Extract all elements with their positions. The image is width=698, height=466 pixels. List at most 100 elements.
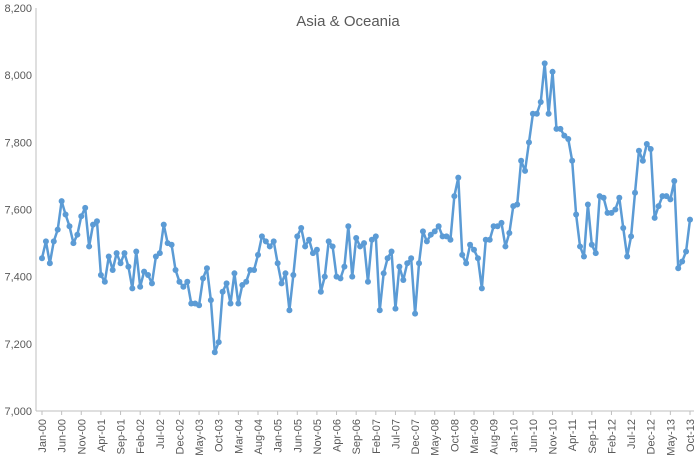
data-point <box>321 273 328 280</box>
x-tick-label: Nov-05 <box>312 419 324 454</box>
x-tick-label: Dec-02 <box>174 419 186 454</box>
x-tick-label: Dec-07 <box>410 419 422 454</box>
data-point <box>196 302 203 309</box>
data-point <box>573 211 580 218</box>
data-point <box>325 238 332 245</box>
data-point <box>39 255 45 262</box>
data-point <box>270 238 277 245</box>
data-point <box>396 263 403 270</box>
data-point <box>184 278 191 285</box>
data-point <box>577 243 584 250</box>
data-point <box>70 240 77 247</box>
data-point <box>620 224 627 231</box>
data-point <box>109 266 116 273</box>
data-point <box>380 270 387 277</box>
data-point <box>400 277 407 284</box>
data-point <box>82 204 89 211</box>
data-point <box>129 285 136 292</box>
data-point <box>384 255 391 262</box>
data-point <box>160 221 167 228</box>
data-point <box>667 196 674 203</box>
data-point <box>687 216 693 223</box>
x-tick-label: Jul-02 <box>155 419 167 449</box>
data-point <box>455 174 462 181</box>
x-tick-label: Jan-05 <box>273 419 285 453</box>
axes: 7,000 7,200 7,400 7,600 7,800 8,000 8,200 Jan-0… <box>4 3 697 456</box>
x-tick-label: Nov-10 <box>548 419 560 454</box>
x-tick-label: Mar-09 <box>469 419 481 454</box>
x-tick-label: Sep-11 <box>587 419 599 454</box>
x-tick-label: Apr-06 <box>332 419 344 452</box>
data-point <box>74 231 81 238</box>
data-point <box>306 236 313 243</box>
data-point <box>78 213 85 220</box>
data-point <box>376 307 383 314</box>
y-tick-label: 8,200 <box>4 3 32 15</box>
data-point <box>46 260 53 267</box>
x-tick-label: Jun-10 <box>528 419 540 453</box>
x-tick-label: Feb-02 <box>135 419 147 454</box>
data-point <box>258 233 265 240</box>
data-point <box>235 300 242 307</box>
data-point <box>290 271 297 278</box>
data-point <box>549 68 556 75</box>
data-point <box>364 278 371 285</box>
y-tick-label: 7,000 <box>4 406 32 418</box>
data-point <box>357 243 364 250</box>
data-point <box>561 132 568 139</box>
data-point <box>451 193 458 200</box>
x-tick-label: Nov-00 <box>76 419 88 454</box>
data-point <box>486 236 493 243</box>
data-point <box>168 241 175 248</box>
data-point <box>427 231 434 238</box>
x-tick-label: Jan-10 <box>508 419 520 453</box>
data-point <box>239 282 246 289</box>
data-point <box>474 255 481 262</box>
data-point <box>215 339 222 346</box>
data-point <box>274 260 281 267</box>
data-point <box>592 250 599 257</box>
data-point <box>588 241 595 248</box>
y-tick-label: 7,800 <box>4 137 32 149</box>
data-point <box>152 253 159 260</box>
data-point <box>117 260 124 267</box>
data-point <box>50 238 57 245</box>
data-point <box>416 260 423 267</box>
data-point <box>565 135 572 142</box>
data-point <box>207 297 214 304</box>
data-point <box>313 246 320 253</box>
data-point <box>66 223 73 230</box>
data-point <box>337 275 344 282</box>
data-point <box>514 201 521 208</box>
data-point <box>211 349 218 356</box>
data-point <box>219 288 226 295</box>
data-point <box>93 218 100 225</box>
data-point <box>569 157 576 164</box>
data-point <box>404 260 411 267</box>
data-point <box>655 203 662 210</box>
data-point <box>651 214 658 221</box>
data-point <box>298 224 305 231</box>
data-point <box>200 275 207 282</box>
y-tick-label: 8,000 <box>4 70 32 82</box>
data-point <box>329 243 336 250</box>
data-point <box>302 243 309 250</box>
data-point <box>368 236 375 243</box>
x-tick-label: Jul-12 <box>626 419 638 449</box>
x-tick-label: May-13 <box>665 419 677 456</box>
x-tick-label: Dec-12 <box>646 419 658 454</box>
x-tick-label: Feb-12 <box>606 419 618 454</box>
data-point <box>616 194 623 201</box>
data-point <box>266 243 273 250</box>
data-point <box>498 219 505 226</box>
data-point <box>42 238 49 245</box>
y-tick-label: 7,400 <box>4 272 32 284</box>
data-point <box>628 233 635 240</box>
data-point <box>262 238 269 245</box>
data-point <box>101 278 108 285</box>
data-point <box>459 251 466 258</box>
data-point <box>545 110 552 117</box>
data-point <box>294 233 301 240</box>
data-point <box>423 238 430 245</box>
data-point <box>471 246 477 253</box>
